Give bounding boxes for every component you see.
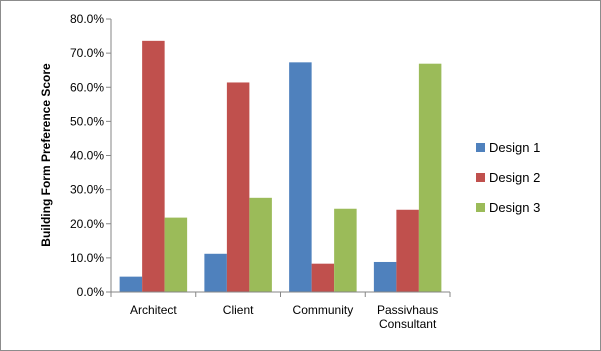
bar-design-3 — [334, 208, 357, 292]
y-tick-label: 20.0% — [70, 217, 104, 231]
legend-label: Design 2 — [489, 170, 540, 185]
y-tick-label: 30.0% — [70, 183, 104, 197]
bar-design-1 — [119, 276, 143, 292]
y-tick-label: 80.0% — [70, 12, 104, 26]
y-axis-label: Building Form Preference Score — [39, 63, 53, 247]
bar-design-2 — [396, 209, 419, 292]
bar-design-3 — [418, 63, 442, 293]
bar-design-1 — [289, 62, 312, 293]
bar-design-1 — [204, 253, 227, 292]
legend-swatch — [476, 173, 485, 182]
bar-design-2 — [226, 82, 250, 292]
bar-design-2 — [311, 263, 335, 292]
bar-design-3 — [164, 217, 188, 292]
legend-label: Design 3 — [489, 200, 540, 215]
y-tick-label: 70.0% — [70, 46, 104, 60]
y-tick-label: 60.0% — [70, 80, 104, 94]
bar-design-3 — [249, 197, 272, 292]
y-tick-label: 40.0% — [70, 149, 104, 163]
legend-label: Design 1 — [489, 140, 540, 155]
y-tick-label: 10.0% — [70, 251, 104, 265]
x-tick-label: Community — [293, 303, 354, 317]
y-tick-label: 0.0% — [77, 285, 105, 299]
x-tick-label: Architect — [130, 303, 177, 317]
bar-design-1 — [373, 261, 397, 292]
y-tick-label: 50.0% — [70, 114, 104, 128]
bar-design-2 — [142, 40, 165, 293]
x-tick-label: Consultant — [379, 317, 437, 331]
x-tick-label: Passivhaus — [377, 303, 438, 317]
x-tick-label: Client — [223, 303, 254, 317]
legend-swatch — [476, 203, 485, 212]
legend-swatch — [476, 143, 485, 152]
